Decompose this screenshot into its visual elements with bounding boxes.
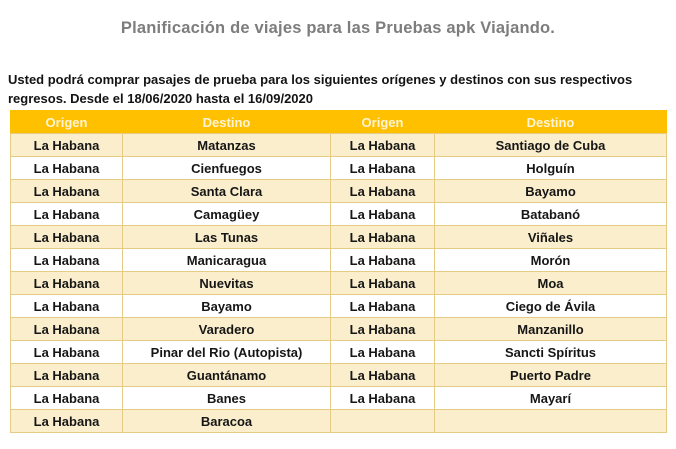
- origin-cell: La Habana: [10, 179, 123, 203]
- origin-cell: La Habana: [330, 133, 435, 157]
- header-origen-left: Origen: [10, 110, 123, 134]
- header-destino-left: Destino: [122, 110, 331, 134]
- destination-cell: Viñales: [434, 225, 667, 249]
- table-row: La Habana Baracoa: [10, 409, 667, 433]
- destination-cell: Banes: [122, 386, 331, 410]
- destination-cell: Santiago de Cuba: [434, 133, 667, 157]
- destination-cell: Moa: [434, 271, 667, 295]
- destination-cell: Bayamo: [122, 294, 331, 318]
- intro-line-1: Usted podrá comprar pasajes de prueba pa…: [8, 72, 633, 87]
- intro-paragraph: Usted podrá comprar pasajes de prueba pa…: [8, 70, 672, 108]
- destination-cell: Santa Clara: [122, 179, 331, 203]
- trips-table: Origen Destino Origen Destino La Habana …: [10, 110, 667, 433]
- table-row: La Habana Santa Clara La Habana Bayamo: [10, 179, 667, 203]
- table-row: La Habana Guantánamo La Habana Puerto Pa…: [10, 363, 667, 387]
- table-row: La Habana Cienfuegos La Habana Holguín: [10, 156, 667, 180]
- table-row: La Habana Las Tunas La Habana Viñales: [10, 225, 667, 249]
- destination-cell: Guantánamo: [122, 363, 331, 387]
- origin-cell: La Habana: [330, 271, 435, 295]
- destination-cell: Ciego de Ávila: [434, 294, 667, 318]
- destination-cell: Puerto Padre: [434, 363, 667, 387]
- header-origen-right: Origen: [330, 110, 435, 134]
- origin-cell: La Habana: [10, 202, 123, 226]
- origin-cell: La Habana: [10, 363, 123, 387]
- page-title: Planificación de viajes para las Pruebas…: [120, 19, 556, 37]
- table-row: La Habana Manicaragua La Habana Morón: [10, 248, 667, 272]
- origin-cell: La Habana: [10, 156, 123, 180]
- destination-cell: Holguín: [434, 156, 667, 180]
- destination-cell: Varadero: [122, 317, 331, 341]
- origin-cell: La Habana: [10, 317, 123, 341]
- destination-cell: Batabanó: [434, 202, 667, 226]
- destination-cell: Manzanillo: [434, 317, 667, 341]
- destination-cell: Matanzas: [122, 133, 331, 157]
- intro-line-2: regresos. Desde el 18/06/2020 hasta el 1…: [8, 91, 313, 106]
- table-row: La Habana Camagüey La Habana Batabanó: [10, 202, 667, 226]
- destination-cell: Pinar del Rio (Autopista): [122, 340, 331, 364]
- table-row: La Habana Nuevitas La Habana Moa: [10, 271, 667, 295]
- origin-cell: La Habana: [10, 386, 123, 410]
- table-row: La Habana Banes La Habana Mayarí: [10, 386, 667, 410]
- destination-cell: Camagüey: [122, 202, 331, 226]
- origin-cell: La Habana: [10, 248, 123, 272]
- origin-cell: La Habana: [10, 271, 123, 295]
- origin-cell: La Habana: [330, 340, 435, 364]
- destination-cell: Las Tunas: [122, 225, 331, 249]
- origin-cell: La Habana: [10, 133, 123, 157]
- destination-cell: [434, 409, 667, 433]
- destination-cell: Baracoa: [122, 409, 331, 433]
- origin-cell: La Habana: [330, 156, 435, 180]
- origin-cell: La Habana: [10, 225, 123, 249]
- destination-cell: Morón: [434, 248, 667, 272]
- table-row: La Habana Varadero La Habana Manzanillo: [10, 317, 667, 341]
- origin-cell: La Habana: [10, 409, 123, 433]
- origin-cell: La Habana: [10, 294, 123, 318]
- destination-cell: Bayamo: [434, 179, 667, 203]
- destination-cell: Mayarí: [434, 386, 667, 410]
- origin-cell: La Habana: [330, 317, 435, 341]
- header-destino-right: Destino: [434, 110, 667, 134]
- destination-cell: Manicaragua: [122, 248, 331, 272]
- origin-cell: La Habana: [330, 225, 435, 249]
- destination-cell: Nuevitas: [122, 271, 331, 295]
- origin-cell: La Habana: [330, 179, 435, 203]
- origin-cell: La Habana: [10, 340, 123, 364]
- table-header-row: Origen Destino Origen Destino: [10, 110, 667, 134]
- destination-cell: Cienfuegos: [122, 156, 331, 180]
- table-row: La Habana Bayamo La Habana Ciego de Ávil…: [10, 294, 667, 318]
- origin-cell: La Habana: [330, 386, 435, 410]
- origin-cell: La Habana: [330, 202, 435, 226]
- origin-cell: La Habana: [330, 248, 435, 272]
- table-row: La Habana Matanzas La Habana Santiago de…: [10, 133, 667, 157]
- origin-cell: La Habana: [330, 363, 435, 387]
- origin-cell: [330, 409, 435, 433]
- origin-cell: La Habana: [330, 294, 435, 318]
- destination-cell: Sancti Spíritus: [434, 340, 667, 364]
- table-row: La Habana Pinar del Rio (Autopista) La H…: [10, 340, 667, 364]
